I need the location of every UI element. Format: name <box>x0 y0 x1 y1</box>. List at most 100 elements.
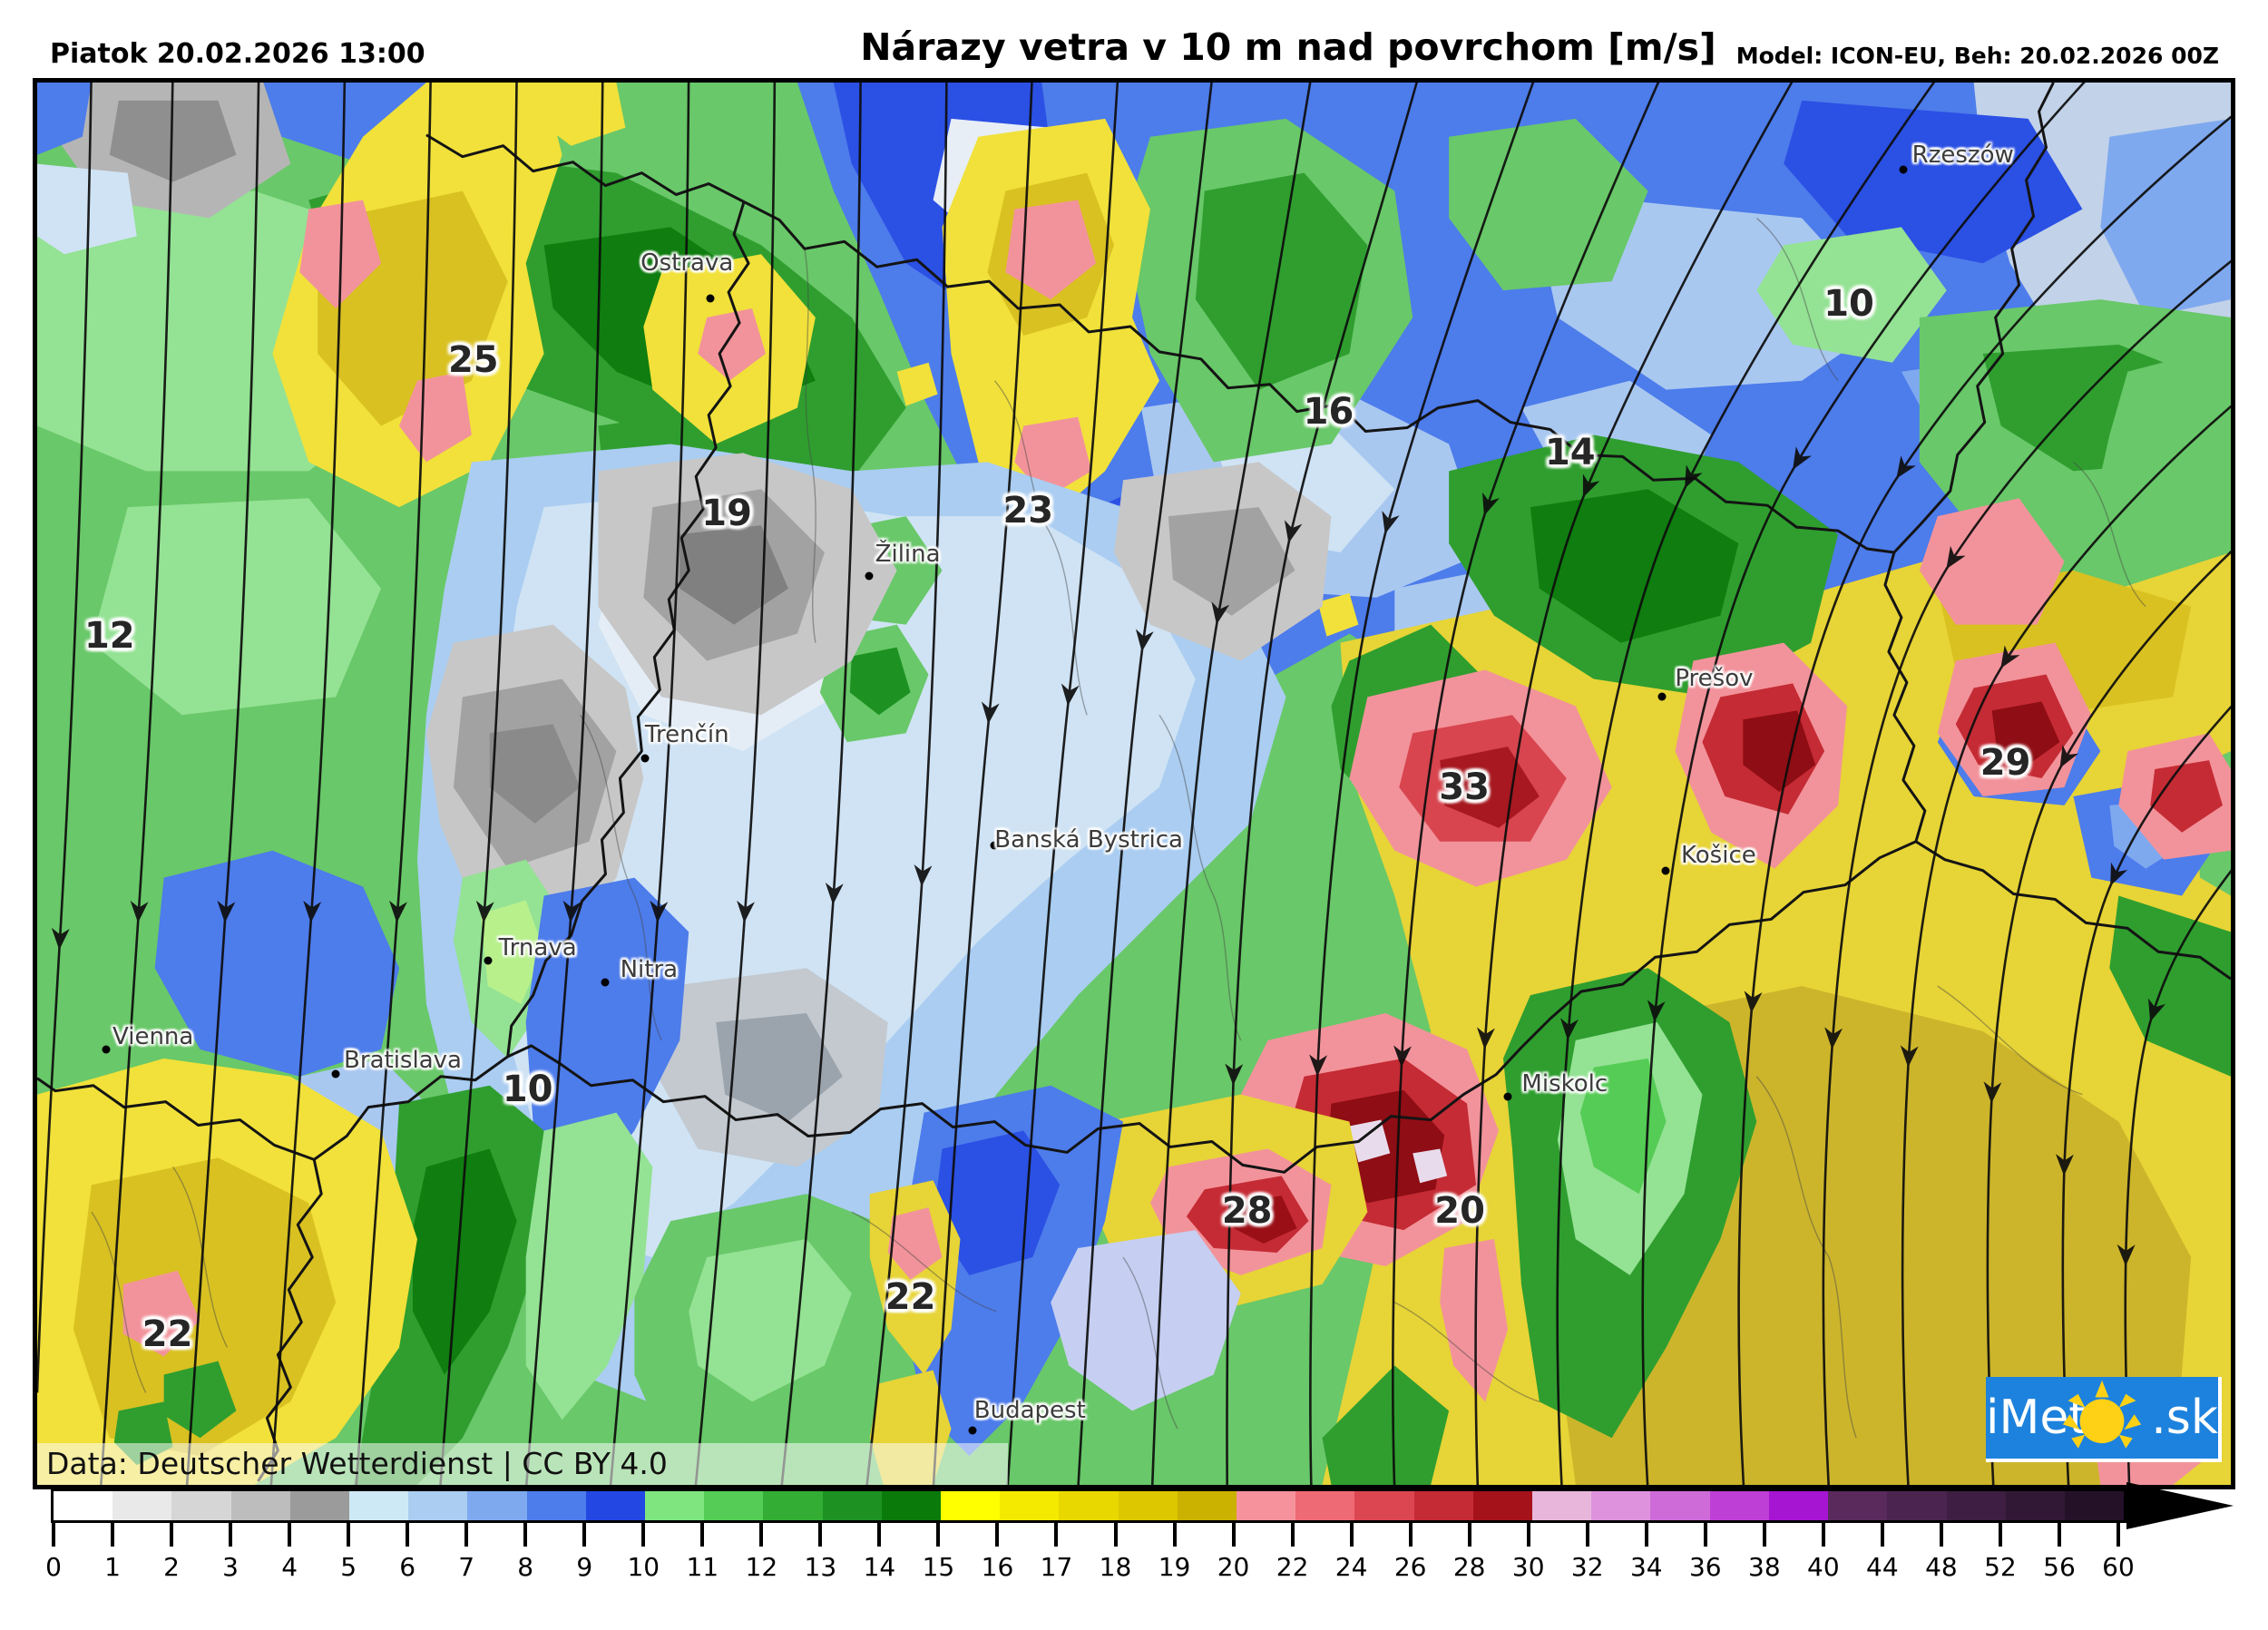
city-label: Miskolc <box>1521 1069 1608 1098</box>
legend-tick <box>759 1523 764 1547</box>
legend-tick <box>641 1523 646 1547</box>
city-label: Rzeszów <box>1911 141 2014 169</box>
city-label: Vienna <box>112 1022 194 1050</box>
colorbar <box>51 1488 2126 1523</box>
legend-segment <box>1768 1491 1829 1520</box>
legend-tick-label: 52 <box>1984 1552 2017 1582</box>
legend-segment <box>585 1491 646 1520</box>
city-dot <box>1661 866 1670 875</box>
model-run-info: Model: ICON-EU, Beh: 20.02.2026 00Z <box>1735 43 2219 69</box>
legend-segment <box>112 1491 172 1520</box>
legend-tick-label: 9 <box>576 1552 593 1582</box>
legend-segment <box>1532 1491 1592 1520</box>
colorbar-overflow-arrow <box>2126 1482 2234 1529</box>
city-dot <box>968 1426 977 1435</box>
imeteo-logo: iMete .sk <box>1986 1377 2222 1462</box>
legend-tick-label: 56 <box>2043 1552 2076 1582</box>
legend-tick-label: 32 <box>1570 1552 1604 1582</box>
city-dot <box>990 841 999 850</box>
legend-segment <box>1828 1491 1888 1520</box>
legend-tick <box>1231 1523 1236 1547</box>
map-annotations: Ostrava Rzeszów Žilina Trenčín Banská Bystri… <box>37 83 2231 1485</box>
legend-tick-label: 19 <box>1158 1552 1191 1582</box>
legend-tick-label: 3 <box>222 1552 239 1582</box>
legend-tick-label: 44 <box>1866 1552 1899 1582</box>
legend-tick <box>1821 1523 1825 1547</box>
logo-text-suffix: .sk <box>2151 1391 2218 1445</box>
wind-gust-field <box>37 83 2231 1485</box>
legend-tick-label: 34 <box>1629 1552 1663 1582</box>
city-label: Trnava <box>498 934 577 962</box>
legend-segment <box>1472 1491 1533 1520</box>
legend-tick <box>1762 1523 1766 1547</box>
legend-segment <box>1237 1491 1296 1520</box>
legend-segment <box>171 1491 231 1520</box>
gust-value-label: 20 <box>1434 1190 1485 1233</box>
legend-segment <box>408 1491 468 1520</box>
legend-segment <box>1413 1491 1473 1520</box>
city-dot <box>865 571 874 581</box>
legend-tick <box>1408 1523 1413 1547</box>
legend-tick-label: 48 <box>1925 1552 1958 1582</box>
legend-tick <box>936 1523 941 1547</box>
legend-tick-label: 36 <box>1688 1552 1722 1582</box>
legend-segment <box>289 1491 350 1520</box>
legend-tick <box>1526 1523 1530 1547</box>
legend-segment <box>2005 1491 2065 1520</box>
legend-tick <box>1644 1523 1648 1547</box>
legend-tick <box>1290 1523 1295 1547</box>
legend-segment <box>54 1491 113 1520</box>
gust-value-label: 16 <box>1303 390 1354 433</box>
legend-tick-label: 0 <box>45 1552 62 1582</box>
legend-tick <box>170 1523 174 1547</box>
legend-tick-label: 26 <box>1393 1552 1427 1582</box>
legend-segment <box>881 1491 942 1520</box>
legend-segment <box>1059 1491 1119 1520</box>
legend-tick <box>1585 1523 1589 1547</box>
legend-segment <box>1000 1491 1060 1520</box>
legend-segment <box>1946 1491 2006 1520</box>
city-label: Žilina <box>875 540 941 568</box>
legend-segment <box>763 1491 823 1520</box>
legend-segment <box>941 1491 1001 1520</box>
city-label: Prešov <box>1675 665 1754 693</box>
legend-tick-label: 22 <box>1276 1552 1309 1582</box>
legend-tick <box>818 1523 823 1547</box>
legend-tick-label: 8 <box>517 1552 534 1582</box>
city-label: Banská Bystrica <box>994 825 1183 854</box>
legend-tick-label: 2 <box>163 1552 180 1582</box>
gust-value-label: 22 <box>142 1313 193 1355</box>
city-label: Nitra <box>620 956 679 984</box>
city-label: Košice <box>1681 841 1756 869</box>
legend-segment <box>704 1491 764 1520</box>
legend-tick-label: 13 <box>804 1552 837 1582</box>
legend-tick-label: 16 <box>981 1552 1014 1582</box>
city-dot <box>1657 692 1667 701</box>
legend-tick-label: 10 <box>627 1552 660 1582</box>
legend-tick-label: 17 <box>1040 1552 1073 1582</box>
legend-tick-label: 24 <box>1334 1552 1368 1582</box>
gust-value-label: 12 <box>83 614 135 657</box>
legend-tick <box>464 1523 469 1547</box>
legend-tick <box>2116 1523 2120 1547</box>
legend-tick-label: 15 <box>922 1552 955 1582</box>
legend-tick <box>111 1523 115 1547</box>
legend-tick <box>406 1523 410 1547</box>
legend-tick <box>1939 1523 1943 1547</box>
legend-segment <box>1591 1491 1651 1520</box>
legend-tick <box>347 1523 351 1547</box>
city-dot <box>1899 165 1908 174</box>
city-dot <box>706 294 715 303</box>
legend-tick-label: 18 <box>1099 1552 1132 1582</box>
legend-tick <box>229 1523 233 1547</box>
legend-tick-label: 28 <box>1452 1552 1486 1582</box>
legend-segment <box>822 1491 882 1520</box>
legend-tick <box>1703 1523 1707 1547</box>
legend-tick-label: 11 <box>686 1552 719 1582</box>
legend-tick-label: 20 <box>1217 1552 1250 1582</box>
legend-tick <box>1172 1523 1177 1547</box>
legend-tick-label: 40 <box>1807 1552 1840 1582</box>
legend-tick <box>1998 1523 2002 1547</box>
gust-value-label: 10 <box>1823 283 1874 326</box>
colorbar-legend: 0 1 2 3 4 5 6 7 8 9 10 11 12 13 14 15 16 17 18 19 20 22 24 26 28… <box>45 1482 2234 1615</box>
